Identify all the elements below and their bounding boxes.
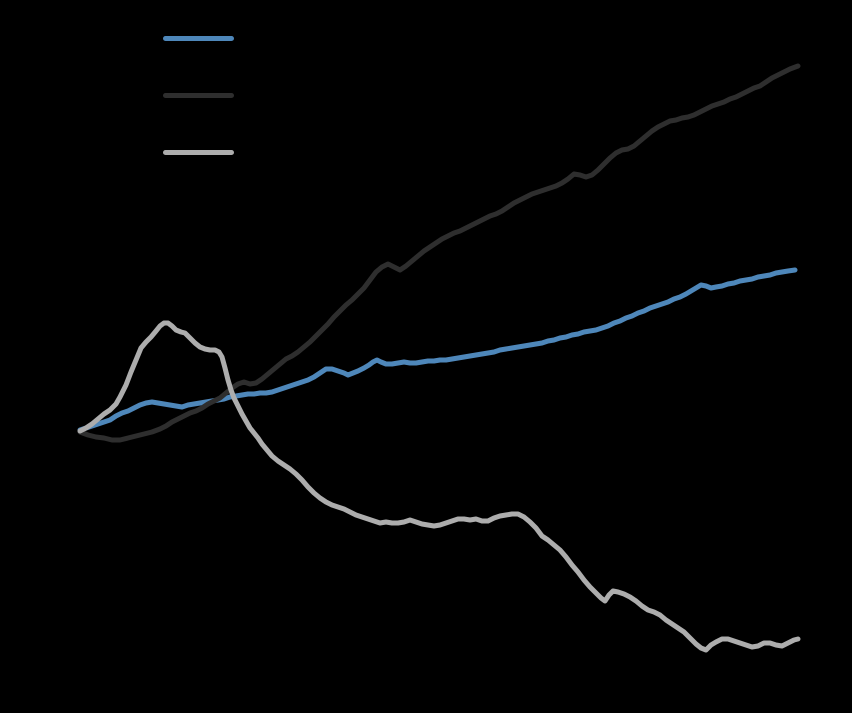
chart-legend <box>163 36 234 155</box>
legend-swatch-series-dark-gray <box>163 93 234 98</box>
legend-swatch-series-light-gray <box>163 150 234 155</box>
line-series-light-gray <box>77 320 801 653</box>
line-series-dark-gray <box>77 63 801 443</box>
legend-swatch-series-blue <box>163 36 234 41</box>
line-series-blue <box>77 267 798 433</box>
series-lines <box>77 63 801 653</box>
